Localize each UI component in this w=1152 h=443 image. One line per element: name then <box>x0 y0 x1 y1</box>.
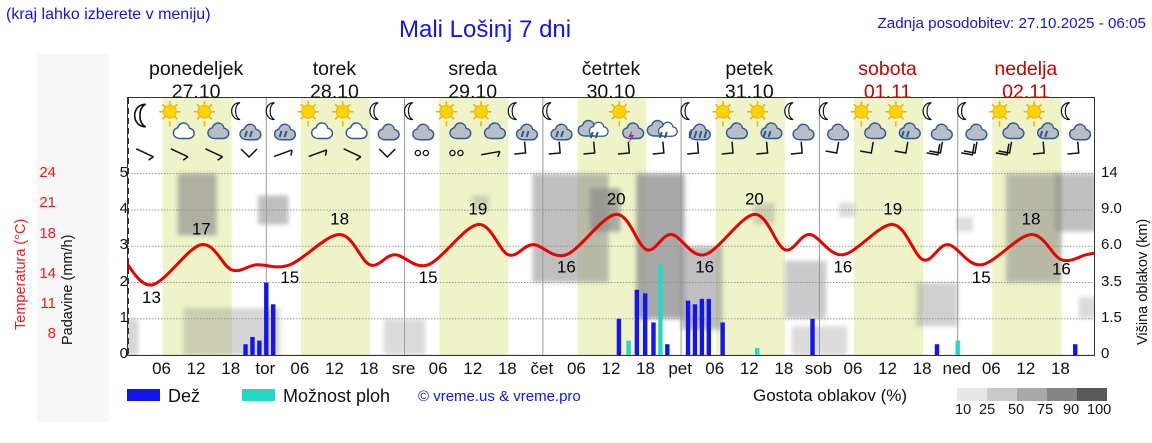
svg-text:20: 20 <box>607 189 626 208</box>
svg-text:16: 16 <box>833 258 852 277</box>
svg-text:19: 19 <box>883 199 902 218</box>
svg-text:15: 15 <box>419 268 438 287</box>
svg-text:19: 19 <box>468 199 487 218</box>
svg-text:16: 16 <box>695 258 714 277</box>
svg-text:20: 20 <box>745 189 764 208</box>
svg-text:18: 18 <box>1022 210 1041 229</box>
svg-text:15: 15 <box>972 268 991 287</box>
svg-text:16: 16 <box>557 258 576 277</box>
svg-text:13: 13 <box>142 288 161 307</box>
svg-text:16: 16 <box>1052 260 1071 279</box>
svg-text:15: 15 <box>280 268 299 287</box>
svg-text:18: 18 <box>330 210 349 229</box>
svg-text:17: 17 <box>192 220 211 239</box>
